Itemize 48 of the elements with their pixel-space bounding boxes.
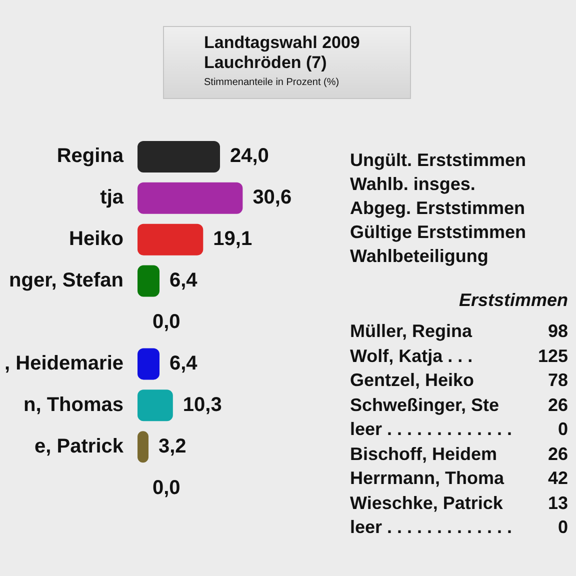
data-label: 0,0	[152, 311, 180, 334]
bar	[138, 182, 243, 214]
data-label: 24,0	[230, 145, 269, 168]
text: 13	[548, 492, 568, 514]
bar	[138, 265, 160, 297]
text: Stimmenanteile in Prozent (%)	[204, 77, 340, 88]
text: Herrmann, Thoma	[350, 467, 504, 490]
text: Ungült. Erststimmen	[350, 149, 528, 172]
y-tick-label: , Heidemarie	[4, 352, 124, 374]
text: Gentzel, Heiko	[350, 369, 474, 392]
y-tick-label: e, Patrick	[34, 435, 124, 458]
text: Wolf, Katja . . .	[350, 344, 473, 368]
data-label: 6,4	[170, 270, 198, 292]
text: Landtagswahl 2009 Lauchröden (7)	[204, 33, 361, 73]
text: Wieschke, Patrick	[350, 492, 503, 514]
text: leer . . . . . . . . . . . . .	[350, 516, 512, 539]
text: 0	[558, 516, 568, 539]
text: Wahlbeteiligung	[350, 245, 490, 268]
text: Gültige Erststimmen	[350, 221, 528, 244]
text: leer . . . . . . . . . . . . .	[350, 418, 512, 441]
data-label: 30,6	[252, 186, 292, 209]
bar	[138, 224, 204, 256]
text: Erststimmen	[458, 290, 568, 311]
data-label: 10,3	[182, 394, 222, 416]
bar	[138, 140, 220, 172]
y-tick-label: n, Thomas	[23, 394, 124, 416]
text: 98	[548, 320, 568, 343]
text: Bischoff, Heidem	[350, 442, 498, 466]
text: 78	[548, 369, 568, 392]
data-label: 19,1	[213, 228, 252, 250]
data-label: 0,0	[152, 476, 180, 499]
bar	[138, 390, 173, 422]
text: 125	[538, 344, 568, 368]
text: Schweßinger, Ste	[350, 394, 500, 417]
text: Abgeg. Erststimmen	[350, 197, 526, 220]
text: 0	[558, 418, 568, 441]
text: 26	[548, 442, 568, 466]
text: 42	[548, 467, 568, 490]
y-tick-label: Regina	[56, 145, 124, 168]
y-tick-label: Heiko	[69, 228, 124, 250]
y-tick-label: tja	[100, 186, 124, 209]
bar	[138, 348, 160, 380]
text: Müller, Regina	[350, 320, 472, 343]
text: 26	[548, 394, 568, 416]
data-label: 3,2	[158, 435, 186, 458]
data-label: 6,4	[170, 352, 198, 374]
y-tick-label: nger, Stefan	[9, 270, 124, 292]
text: Wahlb. insges.	[350, 173, 476, 196]
